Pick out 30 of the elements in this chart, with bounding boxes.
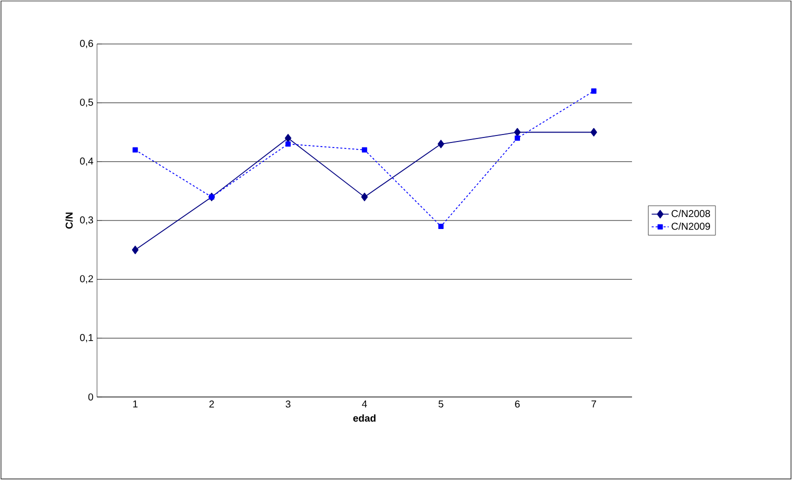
point (132, 246, 139, 254)
y-tick-label: 0,1 (80, 334, 94, 342)
legend-label: C/N2008 (672, 210, 710, 218)
point (438, 140, 444, 148)
point (514, 135, 520, 141)
x-tick-label: 5 (438, 400, 444, 408)
x-tick-label: 6 (515, 400, 520, 408)
point (591, 88, 596, 94)
x-tick-label: 1 (133, 400, 138, 408)
point (132, 147, 138, 153)
y-tick-label: 0,2 (80, 275, 93, 284)
point (590, 128, 598, 136)
y-tick-label: 0 (88, 393, 94, 401)
x-axis-title: edad (353, 414, 376, 422)
point (362, 147, 368, 153)
x-tick-label: 3 (286, 400, 290, 408)
point (285, 141, 291, 147)
point (514, 128, 521, 136)
point (284, 134, 292, 142)
y-tick-label: 0,4 (80, 158, 94, 166)
y-axis-title: C/N (65, 212, 73, 229)
point (438, 224, 444, 230)
point (361, 192, 368, 202)
legend-label: C/N2009 (672, 222, 710, 230)
y-tick-label: 0,3 (80, 216, 94, 225)
y-tick-label: 0,6 (80, 40, 94, 48)
x-tick-label: 4 (362, 400, 367, 408)
x-tick-label: 7 (592, 400, 596, 408)
x-tick-label: 2 (209, 400, 214, 408)
y-tick-label: 0,5 (80, 98, 94, 107)
